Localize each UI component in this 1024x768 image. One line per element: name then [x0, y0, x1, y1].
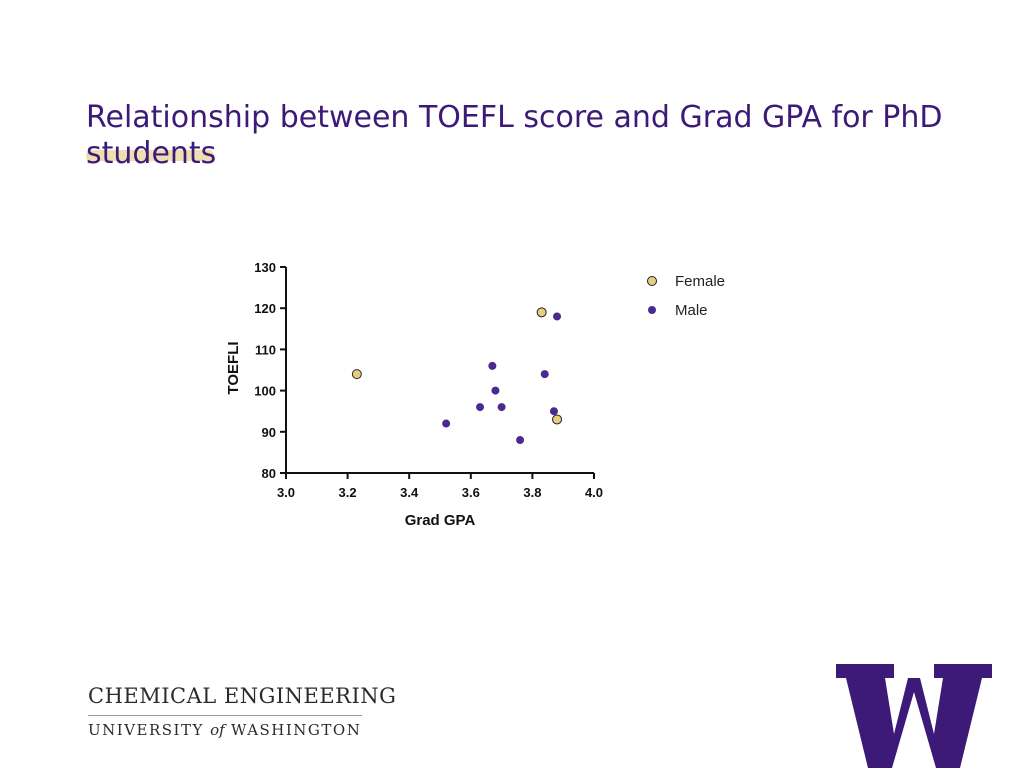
chart-legend: Female Male — [647, 273, 725, 319]
university-name-part: UNIVERSITY — [88, 721, 211, 739]
x-tick-label: 3.2 — [339, 485, 357, 500]
y-tick-label: 100 — [254, 384, 276, 399]
university-name: UNIVERSITY of WASHINGTON — [88, 721, 361, 739]
y-tick-label: 130 — [254, 260, 276, 275]
x-tick-label: 3.4 — [400, 485, 419, 500]
university-name-of: of — [210, 721, 225, 739]
department-name: CHEMICAL ENGINEERING — [88, 684, 397, 708]
data-point-male — [476, 403, 485, 412]
x-tick-label: 4.0 — [585, 485, 603, 500]
x-tick-label: 3.8 — [523, 485, 541, 500]
title-highlight — [86, 150, 214, 161]
y-tick-label: 90 — [262, 425, 276, 440]
chart-axes: 3.0 3.2 3.4 3.6 3.8 4.0 80 90 100 110 120 130 — [254, 260, 603, 500]
data-point-male — [540, 370, 549, 379]
y-axis-title: TOEFLI — [225, 341, 242, 394]
y-tick-label: 120 — [254, 301, 276, 316]
legend-marker-female — [647, 276, 657, 286]
uw-w-logo-icon — [836, 664, 992, 768]
y-tick-label: 110 — [255, 342, 276, 357]
data-point-male — [549, 407, 558, 416]
legend-marker-male — [648, 306, 656, 314]
data-point-male — [497, 403, 506, 412]
data-point-male — [442, 419, 451, 428]
data-point-female — [351, 369, 362, 380]
legend-label-female: Female — [675, 273, 725, 290]
scatter-chart: 3.0 3.2 3.4 3.6 3.8 4.0 80 90 100 110 120 130 Femal… — [225, 260, 725, 529]
university-name-part: WASHINGTON — [224, 721, 362, 739]
slide-title: Relationship between TOEFL score and Gra… — [86, 100, 943, 171]
legend-label-male: Male — [675, 302, 708, 319]
data-point-male — [491, 386, 500, 395]
x-axis-title: Grad GPA — [405, 512, 476, 529]
x-tick-label: 3.6 — [462, 485, 480, 500]
data-point-male — [488, 361, 497, 370]
chart-points — [351, 307, 563, 445]
y-tick-label: 80 — [262, 466, 276, 481]
footer-divider — [88, 715, 362, 716]
x-tick-label: 3.0 — [277, 485, 295, 500]
data-point-female — [536, 307, 547, 318]
data-point-female — [552, 414, 563, 425]
data-point-male — [516, 436, 525, 445]
data-point-male — [553, 312, 562, 321]
